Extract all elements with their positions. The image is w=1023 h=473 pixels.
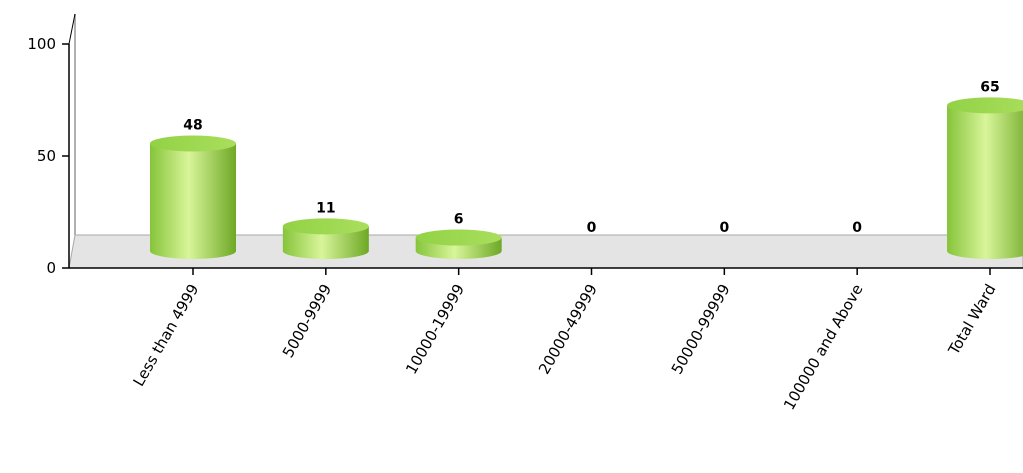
data-label: 65 (980, 79, 999, 95)
bar-top (282, 218, 369, 235)
data-label: 6 (454, 212, 464, 228)
data-labels: 48 11 6 0 0 0 65 (183, 79, 999, 236)
y-tick-label: 100 (27, 35, 56, 53)
y-tick-label: 50 (37, 147, 56, 165)
data-label: 11 (316, 200, 335, 216)
category-label: 100000 and Above (780, 281, 867, 413)
bar[interactable] (150, 135, 236, 259)
data-label: 0 (587, 220, 597, 236)
category-label: 50000-99999 (668, 281, 734, 377)
bar-top (150, 135, 236, 152)
category-labels: Less than 4999 5000-9999 10000-19999 20000-… (130, 268, 999, 413)
bar-body (150, 143, 236, 259)
bar[interactable] (415, 229, 502, 259)
bar[interactable] (947, 97, 1023, 259)
y-axis-ticks: 0 50 100 (27, 35, 69, 277)
bar-top (415, 229, 502, 246)
category-label: Less than 4999 (130, 281, 203, 389)
bar-series (150, 97, 1023, 259)
y-tick-label: 0 (46, 259, 56, 277)
category-label: 10000-19999 (402, 281, 468, 377)
category-label: Total Ward (944, 281, 999, 359)
data-label: 0 (719, 220, 729, 236)
data-label: 0 (852, 220, 862, 236)
bar[interactable] (282, 218, 369, 259)
bar-body (947, 105, 1023, 259)
category-label: 5000-9999 (279, 281, 335, 361)
y-axis-depth (68, 13, 76, 45)
bar-body (282, 226, 369, 259)
bar-top (947, 97, 1023, 114)
category-label: 20000-49999 (535, 281, 601, 377)
data-label: 48 (183, 117, 202, 133)
